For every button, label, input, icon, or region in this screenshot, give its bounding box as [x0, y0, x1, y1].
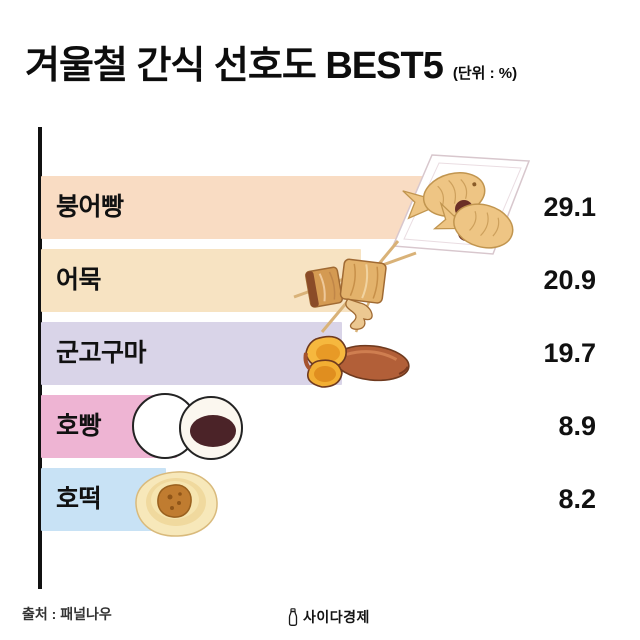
- eomuk-fishcake-skewer-icon: [293, 240, 417, 333]
- bar-label: 어묵: [56, 266, 102, 294]
- value-hotteok: 8.2: [558, 484, 596, 514]
- bar-label: 호빵: [56, 412, 102, 440]
- bar-label: 군고구마: [56, 339, 147, 367]
- value-eomuk: 20.9: [543, 265, 596, 295]
- bar-label: 호떡: [56, 485, 102, 513]
- hoppang-steamed-bun-icon: [132, 393, 243, 460]
- title-unit: (단위 : %): [452, 65, 518, 82]
- bar-label: 붕어빵: [56, 193, 124, 221]
- value-bungeoppang: 29.1: [543, 192, 596, 222]
- value-hoppang: 8.9: [558, 411, 596, 441]
- hotteok-pancake-icon: [135, 471, 218, 537]
- publisher-logo-text: 사이다경제: [303, 609, 370, 625]
- bar-gungoguma: 군고구마: [41, 322, 342, 385]
- publisher-logo: 사이다경제: [287, 607, 370, 627]
- bungeoppang-fish-bread-icon: [392, 154, 531, 255]
- page-title: 겨울철 간식 선호도 BEST5 (단위 : %): [25, 34, 517, 89]
- y-axis-line: [38, 127, 42, 589]
- title-text: 겨울철 간식 선호도 BEST5: [25, 45, 444, 87]
- source-credit: 출처 : 패널나우: [22, 606, 112, 622]
- roasted-sweet-potato-icon: [303, 335, 410, 388]
- value-gungoguma: 19.7: [543, 338, 596, 368]
- cider-bottle-icon: [288, 608, 298, 626]
